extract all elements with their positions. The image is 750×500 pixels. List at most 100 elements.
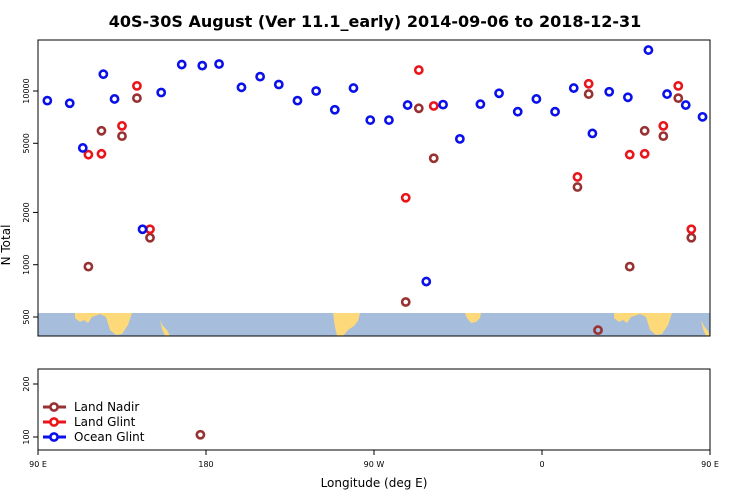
- data-point: [117, 120, 127, 131]
- upper-y-tick-label: 1000: [22, 255, 31, 275]
- data-point: [292, 95, 303, 106]
- data-point: [593, 325, 603, 336]
- data-point: [255, 71, 266, 82]
- data-point: [550, 106, 560, 117]
- data-point: [109, 94, 120, 104]
- south-america-land: [333, 313, 360, 336]
- data-point: [77, 143, 88, 153]
- data-point: [273, 79, 284, 90]
- data-point: [583, 89, 594, 99]
- data-point: [428, 101, 439, 111]
- x-tick-label: 0: [539, 460, 544, 469]
- data-point: [658, 120, 669, 131]
- data-point: [583, 78, 594, 89]
- data-point: [145, 232, 155, 243]
- data-point: [512, 106, 523, 117]
- data-point: [176, 59, 187, 70]
- data-point: [413, 65, 424, 75]
- legend-marker: [49, 402, 59, 412]
- data-point: [639, 125, 650, 136]
- data-point: [568, 83, 579, 93]
- data-point: [137, 224, 148, 235]
- data-point: [117, 131, 127, 142]
- data-point: [402, 100, 413, 110]
- data-point: [624, 149, 635, 160]
- data-point: [639, 148, 650, 159]
- y-axis-label: N Total: [0, 225, 13, 266]
- data-point: [475, 99, 486, 110]
- data-point: [421, 276, 432, 287]
- data-point: [686, 224, 697, 235]
- data-point: [96, 125, 107, 136]
- world-map-band: [38, 313, 710, 336]
- ocean-strip: [38, 313, 710, 336]
- data-point: [587, 128, 598, 139]
- data-point: [400, 297, 411, 307]
- data-point: [329, 104, 340, 115]
- chart-title: 40S-30S August (Ver 11.1_early) 2014-09-…: [109, 12, 642, 31]
- lower-y-tick-label: 100: [22, 429, 31, 444]
- legend-label: Land Glint: [74, 415, 136, 429]
- data-point: [195, 429, 206, 440]
- legend-label: Land Nadir: [74, 400, 139, 414]
- data-point: [662, 89, 672, 99]
- data-point: [572, 172, 583, 182]
- legend-label: Ocean Glint: [74, 430, 145, 444]
- data-point: [214, 59, 224, 69]
- series-ocean-glint: [42, 45, 708, 287]
- data-point: [348, 83, 359, 93]
- australia-land-right: [614, 313, 672, 335]
- data-point: [622, 92, 633, 103]
- data-point: [98, 69, 109, 80]
- data-point: [64, 98, 75, 109]
- data-point: [531, 94, 542, 104]
- data-point: [428, 153, 439, 164]
- upper-y-tick-label: 2000: [22, 202, 31, 222]
- series-land-glint: [83, 65, 697, 235]
- data-point: [686, 232, 697, 243]
- x-tick-label: 90 E: [29, 460, 47, 469]
- legend-marker: [49, 432, 59, 442]
- upper-plot-frame: [37, 39, 711, 337]
- data-point: [236, 82, 247, 93]
- data-point: [697, 111, 708, 122]
- data-point: [365, 115, 376, 125]
- upper-y-tick-label: 5000: [22, 133, 31, 153]
- series-land-nadir: [83, 89, 697, 440]
- x-tick-label: 180: [198, 460, 213, 469]
- data-point: [658, 131, 669, 142]
- data-point: [83, 261, 94, 272]
- new-zealand-land-right: [701, 320, 710, 336]
- data-point: [643, 45, 654, 55]
- x-axis-label: Longitude (deg E): [321, 476, 428, 490]
- new-zealand-land: [160, 320, 170, 336]
- legend-marker: [49, 417, 59, 427]
- axes: 90 E 180 90 W 0 90 E 500 1000 2000 5000 10000 100 2…: [22, 78, 719, 469]
- data-point: [624, 261, 635, 272]
- data-point: [197, 60, 208, 71]
- upper-y-tick-label: 10000: [22, 78, 31, 103]
- data-point: [454, 133, 465, 144]
- australia-land-left: [75, 313, 132, 335]
- data-point: [156, 87, 167, 98]
- data-point: [132, 80, 142, 91]
- data-point: [145, 224, 155, 235]
- data-point: [438, 99, 448, 110]
- data-points: [42, 45, 708, 440]
- data-point: [311, 86, 322, 96]
- data-point: [83, 149, 94, 160]
- lower-y-tick-label: 200: [22, 376, 31, 391]
- africa-land: [465, 313, 481, 323]
- data-point: [42, 95, 53, 106]
- x-tick-label: 90 E: [701, 460, 719, 469]
- data-point: [572, 182, 583, 192]
- x-tick-label: 90 W: [364, 460, 385, 469]
- data-point: [413, 103, 424, 114]
- upper-y-tick-label: 500: [22, 309, 31, 324]
- data-point: [494, 88, 504, 99]
- data-point: [96, 148, 107, 159]
- data-point: [132, 93, 142, 104]
- data-point: [680, 100, 691, 110]
